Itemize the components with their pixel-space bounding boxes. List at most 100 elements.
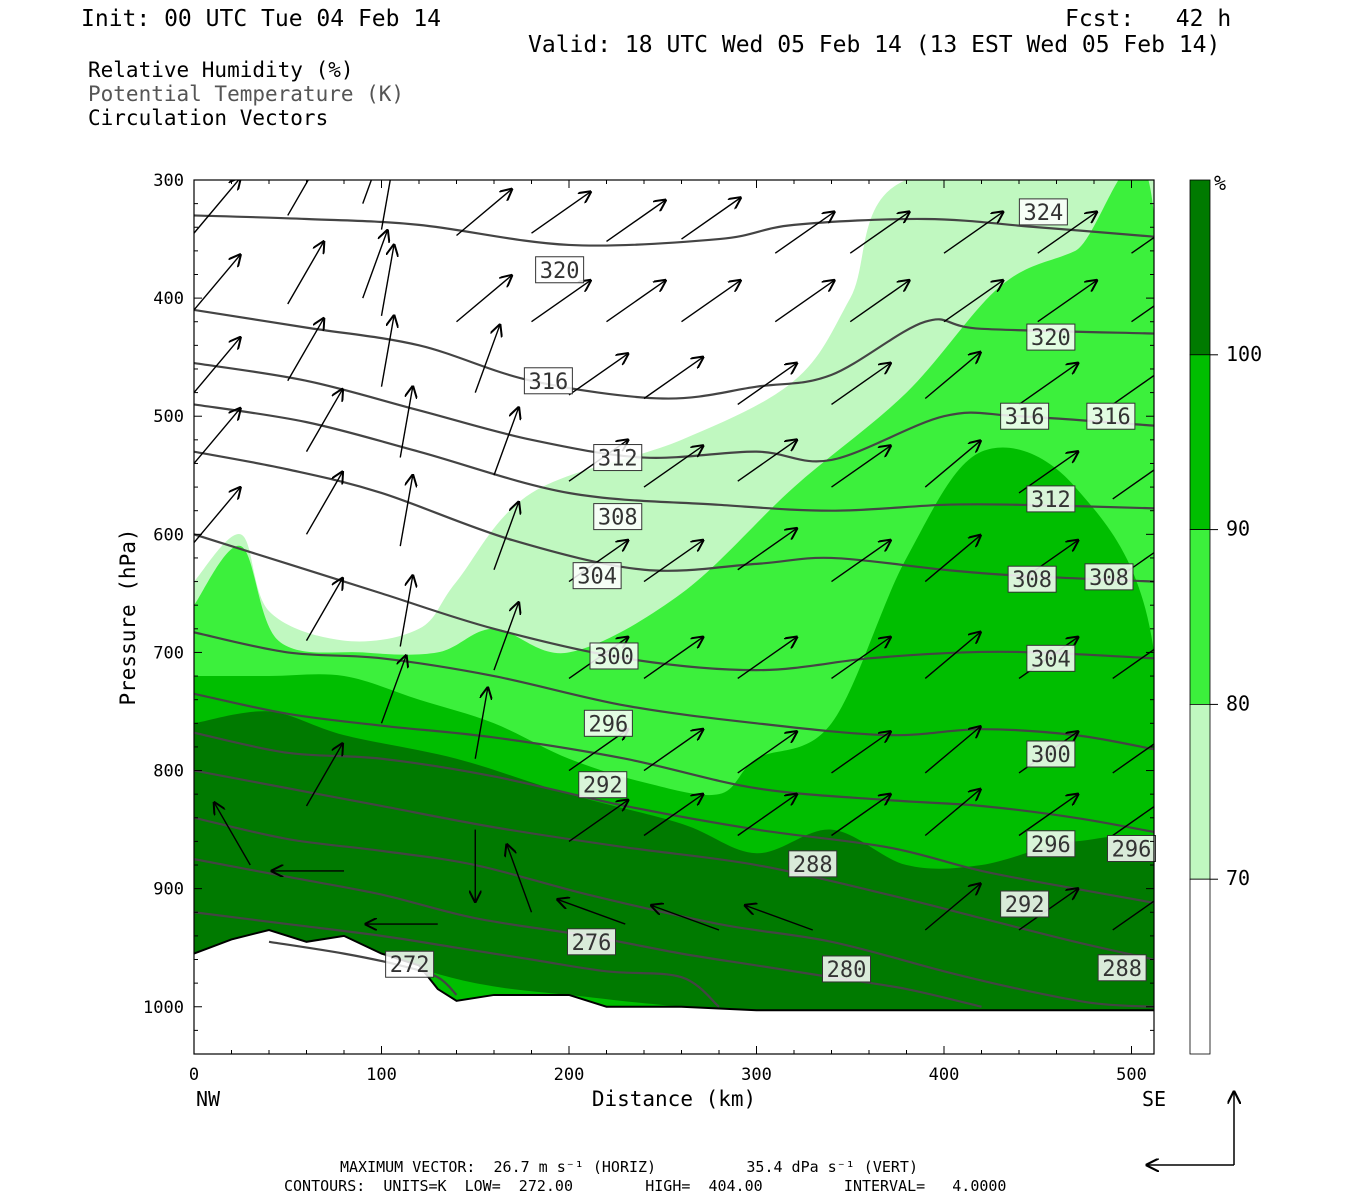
circulation-vector [194,487,240,544]
theta-contour-296 [194,692,1154,834]
circulation-vector [287,318,324,382]
contour-label-box [788,850,838,878]
circulation-vector [305,389,343,452]
contour-label-text: 312 [1031,488,1071,513]
colorbar-segment [1189,704,1211,880]
theta-contour-320 [194,308,1154,400]
contour-label: 304 [1026,644,1076,672]
contour-label: 300 [1026,740,1076,768]
circulation-vector [943,280,1003,323]
contour-label-text: 300 [1031,743,1071,768]
y-tick-label: 800 [153,762,184,782]
circulation-vector [194,337,240,394]
contour-label: 312 [1026,485,1076,513]
y-tick-label: 1000 [143,998,184,1018]
circulation-vector [493,408,519,476]
contour-label: 308 [1084,563,1134,591]
circulation-vector [1037,280,1097,323]
circulation-vector [737,732,797,774]
colorbar-segment [1189,179,1211,356]
init-time: Init: 00 UTC Tue 04 Feb 14 [81,6,442,32]
circulation-vector [493,602,519,671]
contour-label: 292 [1000,890,1050,918]
contour-label: 296 [583,709,633,737]
contour-label-text: 280 [827,958,867,983]
contour-label: 276 [567,928,616,956]
theta-contour-276 [194,911,720,1008]
y-tick-label: 500 [153,407,184,427]
contour-label-text: 308 [1089,566,1129,591]
circulation-vector [380,245,395,316]
y-tick-label: 700 [153,643,184,663]
circulation-vector [287,180,310,216]
contour-label-text: 316 [1005,405,1045,430]
contour-label-box [1026,740,1076,768]
circulation-vector [831,794,891,837]
circulation-vector [924,352,980,400]
contour-label-text: 296 [1031,833,1071,858]
circulation-vector [924,441,980,488]
circulation-vector [924,789,980,837]
x-tick-label: 200 [554,1065,585,1085]
circulation-vector [214,803,251,866]
contour-label-box [1107,834,1156,862]
circulation-vector [194,180,240,234]
max-vector-note: MAXIMUM VECTOR: 26.7 m s⁻¹ (HORIZ) 35.4 … [340,1158,918,1176]
circulation-vector [1131,236,1154,254]
colorbar-level-label: 70 [1226,866,1250,890]
y-tick-label: 900 [153,880,184,900]
contour-label-box [593,503,643,531]
circulation-vector [651,905,720,931]
contour-label: 308 [593,503,643,531]
plot-frame [193,179,1155,1055]
contour-label-box [1000,402,1050,430]
legend-vectors: Circulation Vectors [88,106,329,130]
circulation-vector [831,363,891,405]
contour-label-text: 288 [793,853,833,878]
circulation-vector [507,845,533,913]
circulation-vector [1131,305,1154,323]
contour-label: 316 [523,367,573,395]
contour-label: 312 [593,444,643,472]
circulation-vector [474,325,500,393]
circulation-vector [681,198,741,240]
circulation-vector [737,440,797,482]
circulation-vector [849,280,909,323]
contour-label: 316 [1000,402,1050,430]
circulation-vector [1018,794,1078,837]
circulation-vector [287,242,324,305]
contour-label: 296 [1107,834,1156,862]
circulation-vector [737,528,797,571]
valid-time: Valid: 18 UTC Wed 05 Feb 14 (13 EST Wed … [528,32,1221,58]
colorbar-segment [1189,529,1211,705]
contour-label-box [593,444,643,472]
circulation-vector [745,905,813,931]
circulation-vector [456,189,512,237]
contour-label: 320 [1026,323,1076,351]
contour-label-box [578,771,628,799]
y-tick-label: 300 [153,171,184,191]
circulation-vector [474,688,488,759]
circulation-vector [558,899,626,925]
contour-label-box [385,950,435,978]
circulation-vector [831,637,891,679]
contour-label-text: 288 [1102,957,1142,982]
legend-theta: Potential Temperature (K) [88,82,405,106]
contour-label-box [1026,485,1076,513]
terrain-line [194,928,1154,1012]
contour-label-box [1086,402,1136,430]
colorbar-level-label: 90 [1226,517,1250,541]
colorbar-unit: % [1214,171,1226,195]
theta-contour-300 [194,631,1154,751]
contour-label-box [1000,890,1050,918]
circulation-vector [737,794,797,837]
contour-label-box [567,928,616,956]
colorbar-segment [1189,354,1211,530]
circulation-vector [380,656,407,724]
circulation-vector [643,794,703,837]
circulation-vector [737,363,797,405]
contour-label-box [523,367,573,395]
circulation-vector [1112,648,1154,679]
circulation-vector [399,387,413,458]
contour-label-text: 276 [572,931,612,956]
